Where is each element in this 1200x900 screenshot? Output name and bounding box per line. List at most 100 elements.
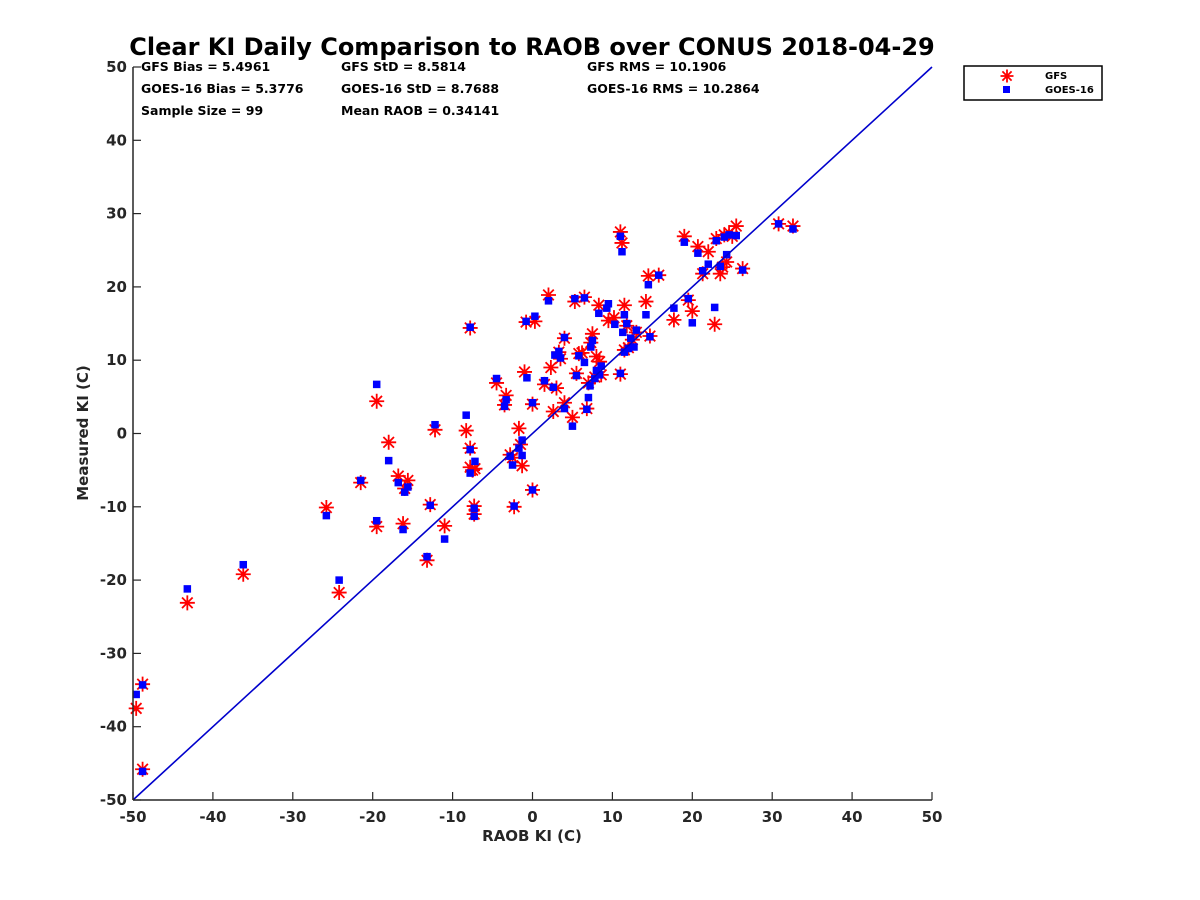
goes16-point — [725, 231, 733, 239]
gfs-point — [235, 566, 251, 582]
goes16-point — [426, 501, 434, 510]
goes16-point — [712, 236, 721, 245]
goes16-point — [568, 422, 577, 430]
goes16-point — [720, 233, 729, 241]
goes16-point — [627, 334, 635, 342]
gfs-point — [600, 313, 616, 329]
data-points — [128, 216, 801, 777]
goes16-point — [580, 358, 589, 367]
goes16-point — [619, 328, 627, 337]
goes16-point — [595, 371, 604, 379]
goes16-point — [356, 476, 365, 485]
gfs-point — [545, 404, 561, 420]
gfs-point — [331, 585, 347, 601]
gfs-point — [616, 297, 632, 313]
y-tick-label: -20 — [100, 571, 127, 589]
goes16-point — [630, 343, 638, 351]
x-axis-label: RAOB KI (C) — [482, 827, 582, 845]
legend: GFS GOES-16 — [963, 65, 1103, 101]
legend-gfs-marker — [1000, 69, 1014, 83]
gfs-point — [543, 360, 559, 376]
gfs-point — [128, 700, 144, 716]
x-tick-label: 20 — [682, 808, 703, 826]
goes16-point — [510, 502, 518, 510]
goes16-point — [738, 266, 747, 274]
goes16-point — [372, 380, 381, 389]
goes16-point — [132, 690, 140, 699]
goes16-point — [404, 483, 412, 491]
gfs-point — [400, 472, 416, 488]
gfs-point — [728, 218, 744, 234]
goes16-point — [624, 344, 633, 353]
goes16-point — [644, 280, 653, 289]
gfs-point — [179, 595, 195, 611]
y-tick-label: 40 — [106, 131, 127, 149]
goes16-rms-text: GOES-16 RMS = 10.2864 — [587, 81, 760, 96]
goes16-point — [688, 319, 697, 327]
chart-title: Clear KI Daily Comparison to RAOB over C… — [129, 33, 935, 61]
sample-size-text: Sample Size = 99 — [141, 103, 263, 118]
goes16-point — [560, 333, 569, 342]
goes16-point — [716, 262, 725, 271]
goes16-point — [684, 294, 693, 303]
gfs-point — [700, 244, 716, 260]
x-axis-ticks: -50 -40 -30 -20 -10 0 10 20 30 40 50 — [119, 792, 942, 826]
goes16-point — [508, 461, 517, 469]
gfs-point — [612, 224, 628, 240]
y-tick-label: -10 — [100, 498, 127, 516]
goes16-point — [551, 351, 559, 359]
goes16-point — [632, 326, 641, 334]
y-axis-ticks: -50 -40 -30 -20 -10 0 10 20 30 40 50 — [100, 58, 141, 809]
x-tick-label: 40 — [842, 808, 863, 826]
goes16-point — [471, 457, 479, 466]
goes16-point — [502, 396, 510, 404]
goes16-std-text: GOES-16 StD = 8.7688 — [341, 81, 499, 96]
gfs-point — [517, 364, 533, 380]
goes16-point — [506, 452, 514, 460]
goes16-point — [646, 332, 654, 341]
goes16-point — [704, 260, 713, 268]
goes16-point — [710, 303, 719, 312]
goes16-point — [518, 436, 526, 444]
gfs-point — [638, 294, 654, 310]
gfs-point — [640, 268, 656, 284]
goes16-point — [604, 300, 613, 308]
goes16-point — [239, 560, 248, 569]
goes16-point — [654, 271, 663, 279]
goes16-point — [466, 469, 474, 477]
goes16-point — [470, 512, 478, 521]
goes16-point — [470, 504, 478, 513]
gfs-point — [606, 310, 622, 326]
goes16-point — [540, 376, 549, 385]
goes16-point — [138, 681, 147, 689]
y-axis-label: Measured KI (C) — [74, 365, 92, 501]
gfs-point — [584, 326, 600, 342]
gfs-std-text: GFS StD = 8.5814 — [341, 59, 466, 74]
goes16-point — [515, 444, 523, 452]
goes16-point — [732, 231, 740, 240]
goes16-point — [586, 382, 594, 390]
legend-goes16-marker — [1003, 86, 1010, 93]
gfs-point — [514, 458, 530, 474]
gfs-point — [684, 303, 700, 319]
gfs-point — [690, 239, 706, 255]
goes16-point — [372, 516, 381, 525]
goes16-point — [183, 585, 192, 593]
goes16-point — [500, 402, 509, 411]
x-tick-label: -40 — [199, 808, 226, 826]
gfs-point — [527, 313, 543, 329]
goes16-point — [572, 371, 581, 380]
x-tick-label: 50 — [922, 808, 943, 826]
gfs-point — [381, 434, 397, 450]
gfs-point — [588, 349, 604, 365]
legend-goes16-label: GOES-16 — [1045, 85, 1094, 96]
gfs-point — [591, 297, 607, 313]
goes16-point — [544, 297, 553, 305]
goes16-point — [789, 225, 797, 233]
gfs-point — [369, 393, 385, 409]
goes16-point — [592, 366, 601, 375]
x-tick-label: -50 — [119, 808, 146, 826]
goes16-point — [466, 445, 474, 454]
legend-gfs-label: GFS — [1045, 71, 1067, 82]
gfs-point — [666, 312, 682, 328]
